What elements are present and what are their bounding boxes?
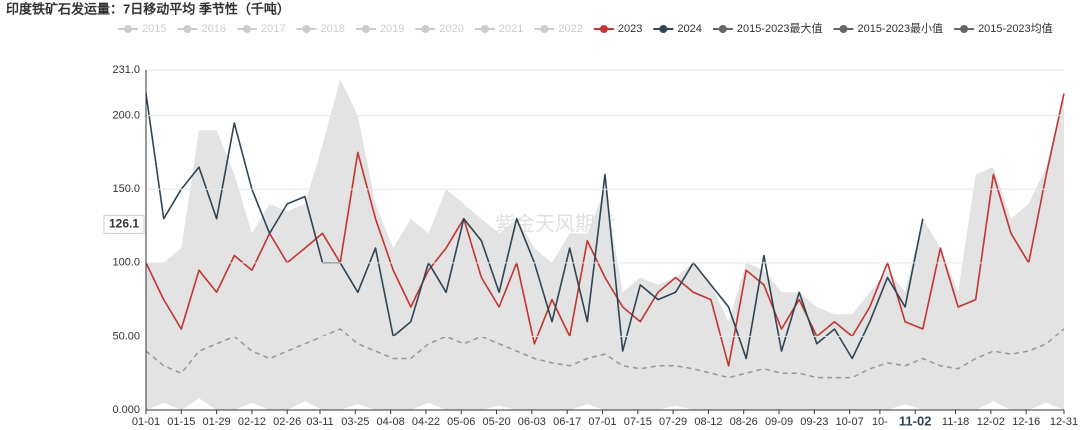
x-tick-label: 01-29 (203, 416, 231, 428)
series-area (146, 398, 1064, 410)
legend-icon (480, 25, 489, 33)
y-tick-label: 231.0 (112, 64, 140, 76)
legend-icon (242, 25, 251, 33)
legend-label: 2023 (618, 23, 642, 35)
x-tick-label: 04-08 (377, 416, 405, 428)
legend-label: 2021 (499, 23, 523, 35)
x-tick-label: 03-11 (306, 416, 333, 428)
x-tick-label: 01-15 (167, 416, 195, 428)
legend-icon (361, 25, 370, 33)
legend-label: 2018 (320, 23, 344, 35)
legend-icon (659, 25, 668, 33)
series-area (146, 78, 1064, 411)
x-tick-label: 12-02 (977, 416, 1005, 428)
x-tick-label: 07-01 (588, 416, 616, 428)
legend-label: 2020 (439, 23, 463, 35)
legend-icon (540, 25, 549, 33)
legend-label: 2015-2023最大值 (737, 21, 823, 35)
crosshair-label: 126.1 (109, 217, 139, 231)
x-tick-label: 10- (872, 416, 888, 428)
x-tick-label: 09-09 (765, 416, 793, 428)
x-tick-label: 10-07 (836, 416, 864, 428)
x-tick-label: 04-22 (412, 416, 440, 428)
legend-label: 2017 (261, 23, 285, 35)
x-tick-label: 11-02 (899, 413, 932, 428)
x-tick-label: 06-17 (553, 416, 581, 428)
legend-label: 2015-2023均值 (978, 22, 1053, 35)
legend-icon (718, 25, 727, 33)
legend-icon (599, 25, 608, 33)
y-tick-label: 50.00 (112, 330, 140, 342)
legend-icon (302, 25, 311, 33)
x-tick-label: 12-16 (1012, 416, 1040, 428)
x-tick-label: 01-01 (132, 416, 160, 428)
chart-title: 印度铁矿石发运量：7日移动平均 季节性（千吨） (6, 1, 290, 16)
x-tick-label: 02-26 (273, 416, 301, 428)
y-tick-label: 200.0 (112, 110, 140, 122)
series-line (145, 328, 1065, 379)
x-tick-label: 11-18 (942, 416, 969, 428)
legend-label: 2022 (558, 23, 582, 35)
x-tick-label: 08-26 (730, 416, 758, 428)
x-tick-label: 08-12 (694, 416, 722, 428)
y-tick-label: 0.000 (112, 404, 140, 416)
y-tick-label: 150.0 (112, 183, 140, 195)
y-tick-label: 100.0 (112, 257, 140, 269)
series-line (145, 93, 1065, 367)
x-tick-label: 03-25 (341, 416, 369, 428)
x-tick-label: 09-23 (800, 416, 828, 428)
legend-icon (124, 25, 132, 33)
legend-icon (421, 25, 430, 33)
x-tick-label: 12-31 (1050, 416, 1078, 428)
legend: 2015 2016 2017 2018 2019 2020 2021 2022 2023 2024… (118, 21, 1053, 35)
legend-label: 2019 (380, 23, 404, 35)
legend-icon (960, 25, 969, 33)
crosshair-label-box (103, 214, 145, 234)
x-tick-label: 06-03 (518, 416, 546, 428)
legend-icon (183, 25, 192, 33)
legend-label: 2015 (142, 23, 166, 35)
legend-icon (839, 25, 848, 33)
legend-label: 2016 (201, 23, 225, 35)
plot-area (145, 78, 1065, 411)
legend-label: 2024 (677, 23, 701, 35)
x-tick-label: 05-06 (447, 416, 475, 428)
legend-label: 2015-2023最小值 (857, 22, 943, 35)
watermark: 紫金天风期货 (495, 212, 615, 235)
x-tick-label: 07-29 (659, 416, 687, 428)
x-tick-label: 07-15 (624, 416, 652, 428)
x-tick-label: 05-20 (482, 416, 510, 428)
x-tick-label: 02-12 (238, 416, 266, 428)
